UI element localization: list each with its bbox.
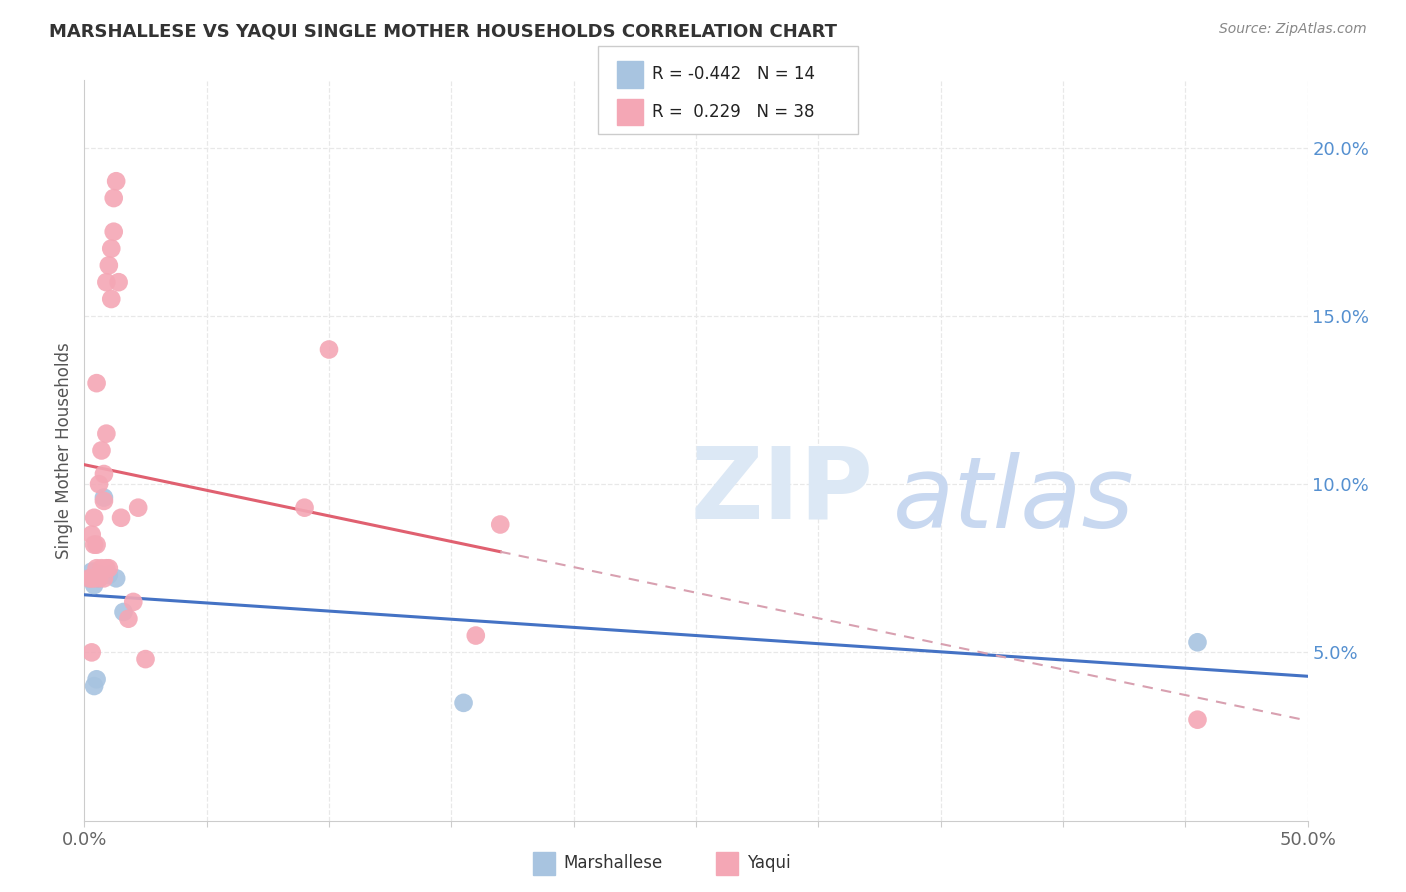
Text: Marshallese: Marshallese <box>564 855 664 872</box>
Point <box>110 510 132 524</box>
Point <box>80 645 103 659</box>
Point <box>294 500 316 515</box>
Point <box>318 343 340 357</box>
Point <box>87 571 110 585</box>
Point <box>453 696 475 710</box>
Point <box>86 571 108 585</box>
Point <box>97 561 120 575</box>
Point <box>80 571 103 585</box>
Text: R =  0.229   N = 38: R = 0.229 N = 38 <box>652 103 815 121</box>
Point <box>80 527 103 541</box>
Point <box>97 568 120 582</box>
Point <box>83 578 105 592</box>
Point <box>117 612 139 626</box>
Point <box>86 538 108 552</box>
Point <box>93 491 115 505</box>
Point <box>105 174 128 188</box>
Point <box>122 595 145 609</box>
Point <box>90 568 112 582</box>
Point <box>1187 713 1209 727</box>
Point <box>77 571 100 585</box>
Point <box>80 565 103 579</box>
Point <box>107 275 129 289</box>
Point <box>127 500 149 515</box>
Point <box>86 673 108 687</box>
Point <box>103 191 125 205</box>
Point <box>93 494 115 508</box>
Point <box>96 561 118 575</box>
Point <box>96 426 118 441</box>
Point <box>112 605 135 619</box>
Text: MARSHALLESE VS YAQUI SINGLE MOTHER HOUSEHOLDS CORRELATION CHART: MARSHALLESE VS YAQUI SINGLE MOTHER HOUSE… <box>49 22 837 40</box>
Point <box>100 242 122 256</box>
Point <box>105 571 128 585</box>
Point <box>1187 635 1209 649</box>
Text: Yaqui: Yaqui <box>747 855 790 872</box>
Point <box>97 258 120 272</box>
Text: R = -0.442   N = 14: R = -0.442 N = 14 <box>652 65 815 83</box>
Point <box>93 571 115 585</box>
Point <box>100 292 122 306</box>
Text: Source: ZipAtlas.com: Source: ZipAtlas.com <box>1219 22 1367 37</box>
Point <box>83 679 105 693</box>
Point <box>83 510 105 524</box>
Point <box>103 225 125 239</box>
Point <box>489 517 512 532</box>
Text: ZIP: ZIP <box>690 442 873 540</box>
Point <box>83 538 105 552</box>
Point <box>77 571 100 585</box>
Y-axis label: Single Mother Households: Single Mother Households <box>55 343 73 558</box>
Point <box>464 628 486 642</box>
Point <box>90 561 112 575</box>
Text: atlas: atlas <box>893 452 1135 549</box>
Point <box>86 561 108 575</box>
Point <box>135 652 157 666</box>
Point <box>93 467 115 481</box>
Point <box>86 376 108 391</box>
Point <box>90 443 112 458</box>
Point <box>87 571 110 585</box>
Point <box>96 275 118 289</box>
Point <box>87 477 110 491</box>
Point <box>83 571 105 585</box>
